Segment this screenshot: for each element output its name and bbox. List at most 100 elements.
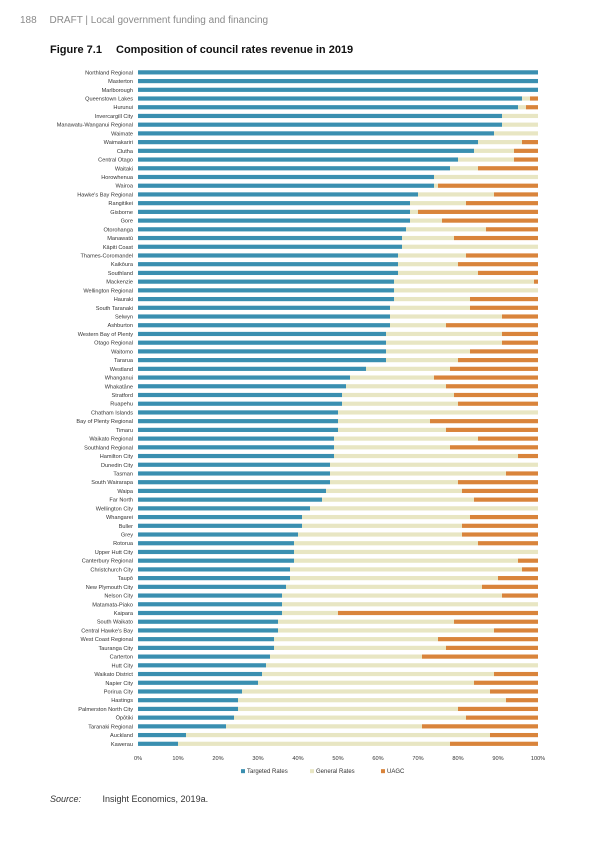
- category-label: Wellington Regional: [83, 288, 133, 294]
- bar-segment-general: [282, 602, 538, 607]
- bar-segment-general: [386, 340, 502, 345]
- bar-segment-uagc: [454, 619, 538, 624]
- source-text: Insight Economics, 2019a.: [102, 794, 209, 804]
- source-label: Source:: [50, 794, 82, 804]
- category-label: Hurunui: [113, 105, 133, 111]
- bar-segment-targeted: [138, 532, 298, 537]
- bar-segment-targeted: [138, 349, 386, 354]
- bar-segment-uagc: [486, 227, 538, 232]
- category-label: Hamilton City: [100, 454, 133, 460]
- bar-segment-targeted: [138, 514, 302, 520]
- bar-segment-targeted: [138, 732, 186, 738]
- bar-segment-uagc: [462, 523, 538, 528]
- bar-segment-general: [402, 235, 454, 241]
- bar-segment-targeted: [138, 480, 330, 485]
- category-label: Timaru: [116, 428, 133, 434]
- bar-segment-general: [238, 706, 458, 712]
- x-tick-label: 30%: [252, 756, 263, 762]
- bar-segment-uagc: [466, 201, 538, 206]
- bar-segment-uagc: [474, 497, 538, 502]
- category-label: Manawatu-Wanganui Regional: [57, 123, 133, 129]
- bar-segment-uagc: [502, 340, 538, 345]
- bar-segment-uagc: [514, 157, 538, 162]
- bar-segment-uagc: [502, 593, 538, 598]
- bar-segment-targeted: [138, 192, 418, 197]
- category-label: Tasman: [113, 471, 133, 477]
- category-label: Tauranga City: [98, 646, 133, 652]
- category-label: Marlborough: [102, 88, 133, 94]
- bar-segment-general: [418, 192, 494, 197]
- bar-segment-uagc: [494, 192, 538, 197]
- bar-segment-uagc: [466, 715, 538, 720]
- category-label: Chatham Islands: [91, 410, 133, 416]
- bar-segment-targeted: [138, 584, 286, 589]
- category-label: Taupō: [118, 576, 133, 582]
- bar-segment-uagc: [446, 427, 538, 432]
- bar-segment-targeted: [138, 427, 338, 432]
- figure-title: Figure 7.1 Composition of council rates r…: [50, 44, 353, 56]
- bar-segment-uagc: [518, 453, 538, 459]
- bar-segment-targeted: [138, 209, 410, 214]
- bar-segment-uagc: [526, 105, 538, 110]
- bar-segment-targeted: [138, 244, 402, 249]
- bar-segment-general: [322, 497, 474, 502]
- bar-segment-uagc: [494, 628, 538, 633]
- bar-segment-uagc: [506, 471, 538, 476]
- x-tick-label: 0%: [134, 756, 142, 762]
- bar-segment-targeted: [138, 235, 402, 241]
- bar-segment-uagc: [522, 567, 538, 572]
- bar-segment-uagc: [422, 724, 538, 729]
- bar-segment-general: [286, 584, 482, 589]
- category-label: Selwyn: [115, 315, 133, 321]
- bar-segment-general: [258, 680, 474, 685]
- category-label: Matamata-Piako: [92, 602, 133, 608]
- bar-segment-uagc: [506, 698, 538, 703]
- category-label: New Plymouth City: [86, 585, 133, 591]
- bar-segment-targeted: [138, 741, 178, 746]
- category-label: Upper Hutt City: [95, 550, 133, 556]
- bar-segment-general: [390, 314, 502, 319]
- category-label: Gisborne: [110, 210, 133, 216]
- bar-segment-general: [302, 514, 470, 520]
- bar-segment-general: [302, 523, 462, 528]
- category-label: Porirua City: [104, 689, 133, 695]
- bar-segment-general: [410, 209, 418, 214]
- category-label: Tararua: [114, 358, 134, 364]
- bar-segment-general: [478, 140, 522, 145]
- bar-segment-uagc: [446, 645, 538, 650]
- bar-segment-targeted: [138, 113, 502, 119]
- bar-segment-general: [346, 384, 446, 389]
- bar-segment-uagc: [438, 637, 538, 642]
- bar-segment-targeted: [138, 314, 390, 319]
- category-label: Mackenzie: [106, 280, 133, 286]
- bar-segment-targeted: [138, 593, 282, 598]
- bar-segment-general: [386, 358, 458, 363]
- bar-segment-general: [386, 331, 502, 337]
- x-tick-label: 80%: [452, 756, 463, 762]
- category-label: Masterton: [108, 79, 133, 85]
- category-label: Ashburton: [108, 323, 134, 329]
- category-label: Waimakariri: [104, 140, 133, 146]
- category-label: Waitaki: [115, 166, 133, 172]
- bar-segment-general: [338, 410, 538, 415]
- bar-segment-targeted: [138, 698, 238, 703]
- bar-segment-targeted: [138, 558, 294, 563]
- legend-swatch: [310, 769, 314, 774]
- bar-segment-uagc: [422, 654, 538, 659]
- bar-segment-targeted: [138, 183, 434, 188]
- bar-segment-targeted: [138, 270, 398, 276]
- bar-segment-targeted: [138, 602, 282, 607]
- bar-segment-targeted: [138, 122, 502, 127]
- bar-segment-uagc: [534, 279, 538, 284]
- bar-segment-targeted: [138, 549, 294, 555]
- x-tick-label: 20%: [212, 756, 223, 762]
- bar-segment-general: [390, 323, 446, 328]
- category-label: Waitomo: [111, 349, 133, 355]
- bar-segment-general: [238, 698, 506, 703]
- bar-segment-uagc: [434, 375, 538, 380]
- bar-segment-targeted: [138, 218, 410, 223]
- category-label: Hastings: [111, 698, 133, 704]
- bar-segment-targeted: [138, 279, 394, 284]
- bar-segment-uagc: [494, 671, 538, 677]
- bar-segment-uagc: [450, 741, 538, 746]
